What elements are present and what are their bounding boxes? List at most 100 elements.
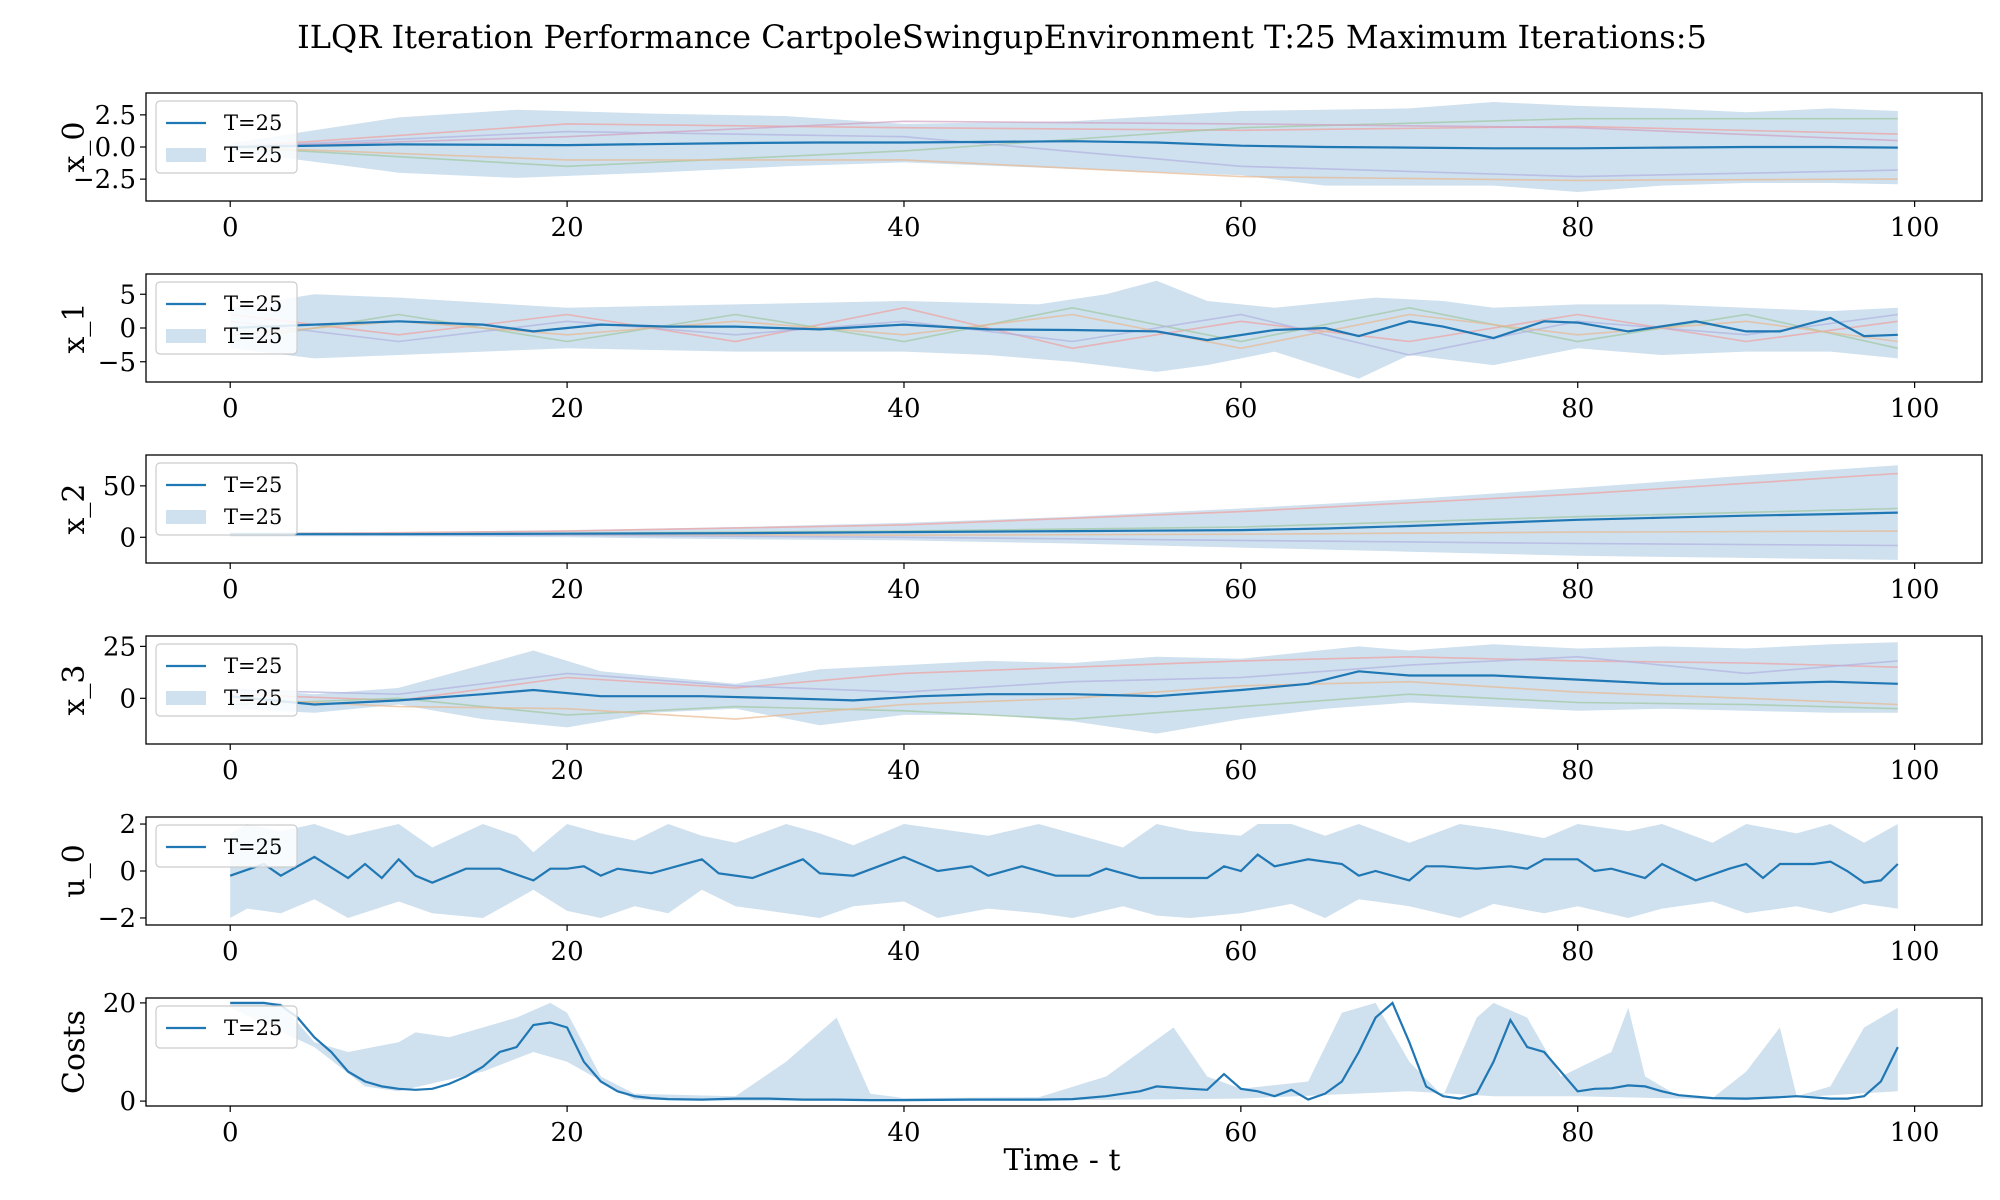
legend-label: T=25 xyxy=(224,473,282,497)
y-tick-label: 0.0 xyxy=(95,133,136,163)
axes-frame xyxy=(145,997,1983,1107)
mean-line xyxy=(230,1001,1899,1102)
x-tick-label: 0 xyxy=(222,213,239,243)
y-axis-label: x_2 xyxy=(57,483,92,534)
x-tick-label: 60 xyxy=(1224,937,1257,967)
x-tick-label: 100 xyxy=(1890,575,1940,605)
trajectory-line xyxy=(230,123,1898,148)
legend-label: T=25 xyxy=(224,324,282,348)
x-tick-label: 20 xyxy=(551,1118,584,1148)
x-tick-label: 60 xyxy=(1224,1118,1257,1148)
y-tick-label: 0 xyxy=(119,523,136,553)
y-tick-label: −5 xyxy=(98,348,136,378)
mean-line xyxy=(229,853,1899,884)
legend-box xyxy=(155,824,298,868)
x-tick-label: 20 xyxy=(551,394,584,424)
x-tick-label: 40 xyxy=(887,213,920,243)
x-tick-label: 100 xyxy=(1890,937,1940,967)
trajectory-line xyxy=(230,472,1898,535)
y-tick-label: 0 xyxy=(119,1087,136,1117)
legend-label: T=25 xyxy=(224,505,282,529)
y-tick-label: 2 xyxy=(119,810,136,840)
x-tick-label: 60 xyxy=(1224,575,1257,605)
legend-band-swatch xyxy=(166,691,206,705)
plot-area xyxy=(230,1001,1899,1102)
y-axis-label: u_0 xyxy=(57,844,92,897)
chart-title: ILQR Iteration Performance CartpoleSwing… xyxy=(297,18,1707,56)
x-tick-label: 20 xyxy=(551,213,584,243)
subplot-x_3: 0 20 40 60 80 100 25 0 x_3 T=25 T=25 xyxy=(57,632,1983,786)
legend-label: T=25 xyxy=(224,1016,282,1040)
y-tick-label: 0 xyxy=(119,857,136,887)
y-axis-label: x_1 xyxy=(57,302,92,353)
legend-band-swatch xyxy=(166,148,206,162)
x-tick-label: 100 xyxy=(1890,1118,1940,1148)
legend-box xyxy=(155,1005,298,1049)
trajectory-line xyxy=(230,306,1898,350)
mean-line xyxy=(230,670,1898,706)
x-tick-label: 60 xyxy=(1224,756,1257,786)
trajectory-line xyxy=(230,146,1898,182)
x-tick-label: 80 xyxy=(1561,756,1594,786)
x-tick-label: 80 xyxy=(1561,937,1594,967)
confidence-band xyxy=(230,824,1898,918)
x-tick-label: 0 xyxy=(222,937,239,967)
trajectory-line xyxy=(230,117,1898,168)
confidence-band xyxy=(230,465,1898,560)
y-tick-label: 50 xyxy=(103,472,136,502)
plot-area xyxy=(230,642,1898,734)
y-tick-label: 20 xyxy=(103,989,136,1019)
x-tick-label: 60 xyxy=(1224,213,1257,243)
trajectory-line xyxy=(230,680,1898,720)
x-tick-label: 40 xyxy=(887,937,920,967)
trajectory-line xyxy=(230,120,1898,148)
plot-area xyxy=(230,465,1898,560)
x-tick-label: 80 xyxy=(1561,213,1594,243)
legend-label: T=25 xyxy=(224,686,282,710)
legend-label: T=25 xyxy=(224,111,282,135)
x-tick-label: 20 xyxy=(551,575,584,605)
mean-line xyxy=(230,316,1898,342)
legend-label: T=25 xyxy=(224,292,282,316)
x-tick-label: 60 xyxy=(1224,394,1257,424)
y-tick-label: 0 xyxy=(119,314,136,344)
legend-label: T=25 xyxy=(224,835,282,859)
subplot-x_2: 0 20 40 60 80 100 50 0 x_2 T=25 T=25 xyxy=(57,454,1983,605)
confidence-band xyxy=(230,642,1898,734)
y-axis-label: Costs xyxy=(57,1010,92,1094)
x-tick-label: 80 xyxy=(1561,575,1594,605)
mean-line xyxy=(230,511,1898,536)
x-tick-label: 40 xyxy=(887,756,920,786)
trajectory-line xyxy=(230,130,1898,178)
x-tick-label: 20 xyxy=(551,756,584,786)
legend-label: T=25 xyxy=(224,143,282,167)
trajectory-line xyxy=(230,655,1898,696)
x-tick-label: 0 xyxy=(222,756,239,786)
x-tick-label: 100 xyxy=(1890,213,1940,243)
y-tick-label: −2.5 xyxy=(73,165,136,195)
y-tick-label: 5 xyxy=(119,280,136,310)
legend-band-swatch xyxy=(166,510,206,524)
y-tick-label: 0 xyxy=(119,684,136,714)
axes-frame xyxy=(145,635,1983,745)
plot-area xyxy=(229,824,1899,918)
plot-area xyxy=(230,280,1898,379)
trajectory-line xyxy=(230,693,1898,720)
x-tick-label: 0 xyxy=(222,575,239,605)
subplot-Costs: 0 20 40 60 80 100 20 0 Costs T=25 xyxy=(57,989,1983,1148)
x-tick-label: 100 xyxy=(1890,756,1940,786)
trajectory-line xyxy=(230,533,1898,547)
trajectory-line xyxy=(230,306,1898,350)
x-tick-label: 40 xyxy=(887,394,920,424)
legend-band-swatch xyxy=(166,329,206,343)
subplot-x_0: 0 20 40 60 80 100 2.50.0−2.5x_0 T=25 T=25 xyxy=(57,92,1983,243)
x-tick-label: 40 xyxy=(887,1118,920,1148)
y-tick-label: −2 xyxy=(98,904,136,934)
x-tick-label: 80 xyxy=(1561,1118,1594,1148)
plot-area xyxy=(230,102,1898,192)
legend-label: T=25 xyxy=(224,654,282,678)
y-tick-label: 2.5 xyxy=(95,101,136,131)
